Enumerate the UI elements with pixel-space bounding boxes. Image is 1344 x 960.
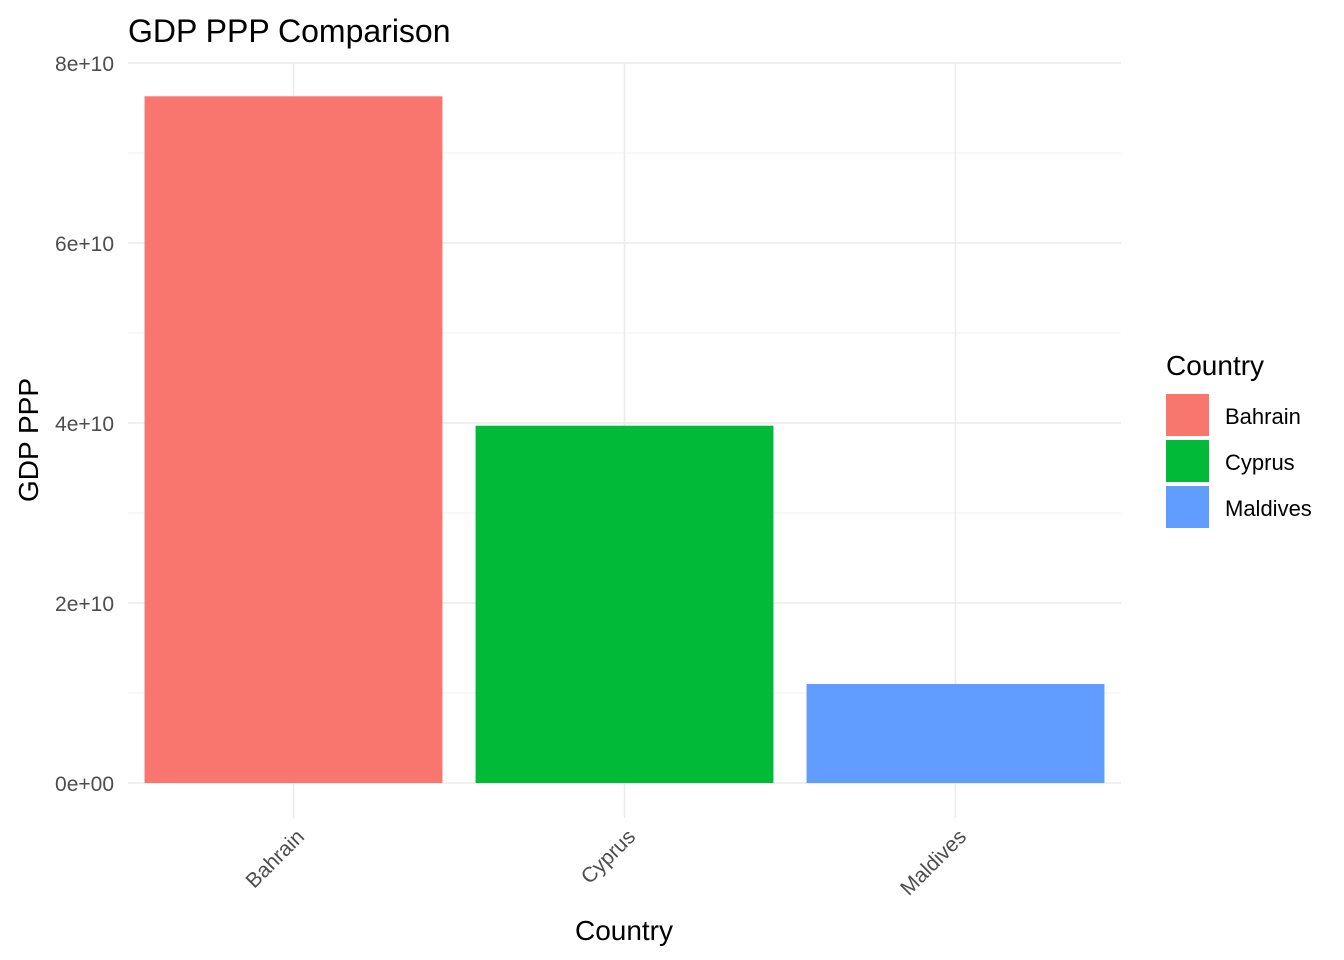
x-axis-tick-labels: Bahrain Cyprus Maldives <box>242 825 971 900</box>
legend-swatch-maldives <box>1166 486 1209 528</box>
y-tick-label: 0e+00 <box>55 773 114 796</box>
chart-title: GDP PPP Comparison <box>128 13 451 49</box>
y-tick-label: 4e+10 <box>55 413 114 436</box>
x-axis-title: Country <box>575 915 673 946</box>
y-axis-title: GDP PPP <box>13 378 44 502</box>
legend-label-cyprus: Cyprus <box>1225 450 1295 475</box>
x-tick-label: Cyprus <box>577 825 640 888</box>
legend-label-bahrain: Bahrain <box>1225 404 1301 429</box>
legend-title: Country <box>1166 350 1264 381</box>
x-tick-label: Maldives <box>896 825 971 900</box>
legend-label-maldives: Maldives <box>1225 496 1312 521</box>
legend-swatch-bahrain <box>1166 394 1209 436</box>
legend-swatch-cyprus <box>1166 440 1209 482</box>
y-axis-tick-labels: 0e+00 2e+10 4e+10 6e+10 8e+10 <box>55 53 114 796</box>
bar-cyprus <box>475 425 774 783</box>
x-tick-label: Bahrain <box>242 825 309 892</box>
bars <box>144 96 1105 784</box>
bar-maldives <box>806 684 1105 783</box>
legend: Country Bahrain Cyprus Maldives <box>1166 350 1312 528</box>
legend-items: Bahrain Cyprus Maldives <box>1166 394 1312 528</box>
y-tick-label: 8e+10 <box>55 53 114 76</box>
y-tick-label: 6e+10 <box>55 233 114 256</box>
bar-bahrain <box>144 96 443 784</box>
y-tick-label: 2e+10 <box>55 593 114 616</box>
